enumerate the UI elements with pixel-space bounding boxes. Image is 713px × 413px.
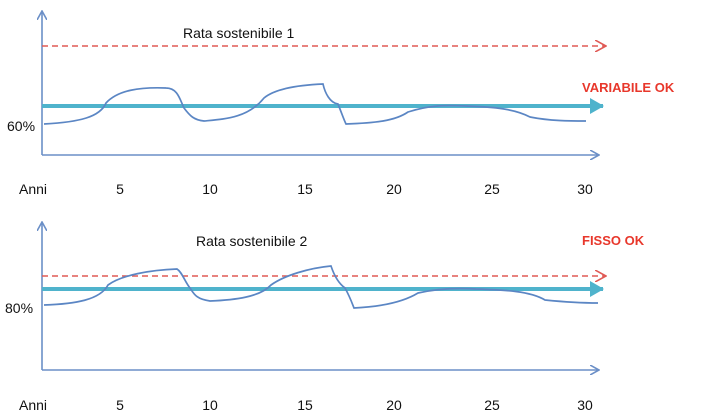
x-tick-label: 5: [116, 397, 124, 413]
x-tick-label: 15: [297, 181, 313, 197]
x-tick-label: 30: [577, 397, 593, 413]
variable-rate-curve: [43, 83, 587, 125]
threshold-label: Rata sostenibile 1: [183, 25, 295, 41]
status-label: VARIABILE OK: [582, 80, 675, 95]
x-tick-label: 25: [484, 397, 500, 413]
x-axis-title: Anni: [19, 397, 47, 413]
x-tick-label: 30: [577, 181, 593, 197]
x-tick-label: 20: [386, 397, 402, 413]
variable-rate-curve: [43, 265, 599, 309]
level-label: 60%: [7, 118, 35, 134]
threshold-label: Rata sostenibile 2: [196, 233, 308, 249]
panel-2: Rata sostenibile 2 80% FISSO OK Anni 5 1…: [5, 223, 645, 413]
status-label: FISSO OK: [582, 233, 645, 248]
x-tick-label: 10: [202, 181, 218, 197]
x-axis-title: Anni: [19, 181, 47, 197]
x-tick-label: 5: [116, 181, 124, 197]
panel-1: Rata sostenibile 1 60% VARIABILE OK Anni…: [7, 12, 675, 197]
x-tick-label: 25: [484, 181, 500, 197]
x-tick-label: 15: [297, 397, 313, 413]
x-tick-label: 20: [386, 181, 402, 197]
level-label: 80%: [5, 300, 33, 316]
x-tick-label: 10: [202, 397, 218, 413]
